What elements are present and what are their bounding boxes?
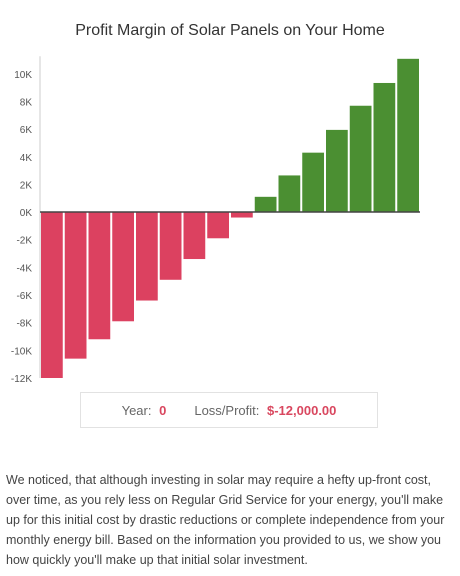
bar[interactable]	[231, 212, 253, 218]
y-tick-label: 0K	[20, 208, 33, 219]
y-tick-label: 2K	[20, 180, 33, 191]
bar[interactable]	[159, 212, 182, 280]
bar[interactable]	[41, 212, 63, 378]
year-value: 0	[159, 402, 167, 418]
bar[interactable]	[373, 82, 396, 212]
bar[interactable]	[136, 212, 158, 301]
y-tick-label: -2K	[16, 236, 32, 247]
bar[interactable]	[349, 105, 372, 212]
bar[interactable]	[397, 58, 419, 212]
y-tick-label: 6K	[20, 125, 33, 136]
bar[interactable]	[207, 212, 229, 239]
bar[interactable]	[88, 212, 111, 340]
description-text: We noticed, that although investing in s…	[6, 473, 445, 567]
y-tick-label: 8K	[20, 98, 33, 109]
bar[interactable]	[326, 129, 348, 212]
year-label: Year:	[121, 402, 152, 418]
bar[interactable]	[302, 152, 324, 212]
chart-title: Profit Margin of Solar Panels on Your Ho…	[75, 22, 385, 39]
bar[interactable]	[254, 196, 277, 212]
y-tick-label: 4K	[20, 153, 33, 164]
profit-label: Loss/Profit:	[194, 402, 260, 418]
y-tick-label: 10K	[14, 70, 32, 81]
y-tick-label: -4K	[16, 263, 32, 274]
y-tick-label: -8K	[16, 319, 32, 330]
profit-readout: Loss/Profit: $-12,000.00	[194, 403, 336, 418]
profit-margin-chart: -12K -10K -8K -6K -4K -2K 0K 2K 4K 6K 8K 10K	[11, 56, 420, 385]
y-tick-label: -10K	[11, 346, 32, 357]
profit-value: $-12,000.00	[267, 402, 337, 418]
bar[interactable]	[278, 175, 301, 212]
year-profit-readout: Year: 0 Loss/Profit: $-12,000.00	[80, 392, 378, 428]
bar[interactable]	[183, 212, 206, 260]
y-tick-label: -12K	[11, 374, 32, 385]
y-tick-label: -6K	[16, 291, 32, 302]
year-readout: Year: 0	[122, 403, 167, 418]
bar[interactable]	[64, 212, 87, 359]
bar[interactable]	[112, 212, 134, 322]
